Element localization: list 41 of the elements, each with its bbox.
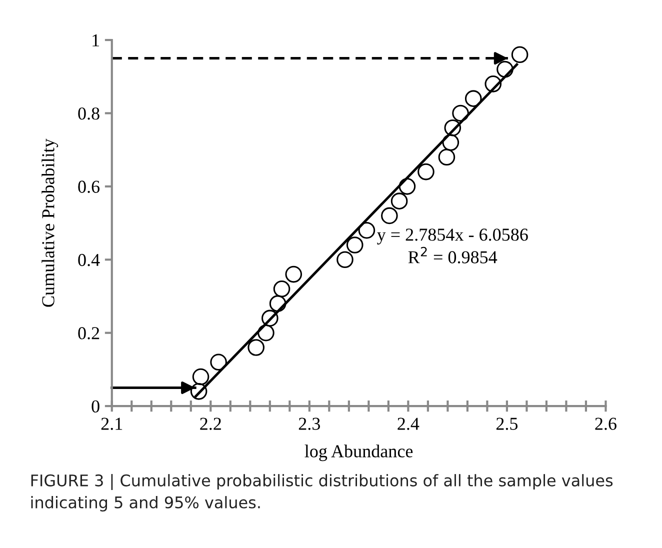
point <box>511 46 528 64</box>
point <box>358 222 376 239</box>
point <box>262 310 278 327</box>
point <box>210 354 227 371</box>
point <box>390 192 408 210</box>
point <box>336 251 354 268</box>
point <box>452 104 469 122</box>
point <box>248 339 264 356</box>
y-tick-label: 0.8 <box>78 107 100 120</box>
caption: FIGURE 3 | Cumulative probabilistic distributions of all the sample values indicating 5 and 95% values. <box>31 474 613 512</box>
point <box>258 324 274 342</box>
x-tick-label: 2.1 <box>101 418 122 430</box>
point <box>192 368 210 386</box>
point <box>398 178 416 195</box>
point <box>190 383 208 400</box>
point <box>442 134 460 151</box>
point <box>464 90 482 107</box>
y-axis-title: Cumulative Probability <box>42 138 58 307</box>
x-tick-label: 2.4 <box>398 418 420 430</box>
y-tick-label: 0.4 <box>78 254 100 266</box>
x-axis-title: log Abundance <box>304 444 413 462</box>
point <box>496 60 514 78</box>
x-tick-label: 2.5 <box>496 418 518 430</box>
x-tick-label: 2.6 <box>595 418 616 430</box>
point <box>484 76 502 92</box>
x-tick-label: 2.2 <box>200 418 221 430</box>
point <box>444 119 462 136</box>
point <box>273 280 290 298</box>
y-tick-label: 0.2 <box>78 327 100 340</box>
point <box>381 207 398 224</box>
point <box>269 295 286 312</box>
point <box>438 148 456 166</box>
point <box>285 266 302 283</box>
annotation: y = 2.7854x - 6.0586 <box>377 228 528 245</box>
point <box>346 236 364 254</box>
x-tick-label: 2.3 <box>298 418 320 430</box>
y-tick-label: 0 <box>92 400 100 413</box>
y-tick-label: 0.6 <box>78 180 100 193</box>
point <box>418 163 434 180</box>
annotation: R$^{2}$ = 0.9854 <box>408 246 498 264</box>
y-tick-label: 1 <box>92 34 99 46</box>
